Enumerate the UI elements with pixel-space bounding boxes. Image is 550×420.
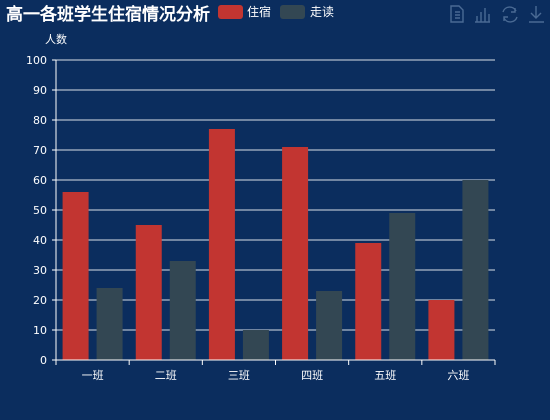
bar-走读-五班[interactable] [389, 213, 416, 360]
grid [56, 59, 495, 331]
legend-swatch-0 [218, 5, 243, 19]
bar-chart-icon[interactable] [475, 8, 490, 23]
legend: 住宿 走读 [218, 4, 334, 19]
bar-走读-一班[interactable] [96, 288, 123, 360]
bar-住宿-三班[interactable] [208, 129, 235, 360]
y-tick-label: 100 [26, 54, 47, 67]
bar-住宿-六班[interactable] [428, 300, 455, 360]
bars [62, 129, 489, 360]
y-axis-name: 人数 [45, 33, 67, 46]
legend-item-1[interactable]: 走读 [280, 5, 334, 19]
x-tick-label: 六班 [447, 369, 469, 382]
x-tick-label: 一班 [82, 369, 104, 382]
bar-走读-四班[interactable] [316, 291, 343, 360]
y-tick-label: 20 [33, 294, 47, 307]
y-tick-label: 60 [33, 174, 47, 187]
x-tick-label: 四班 [301, 369, 323, 382]
bar-走读-六班[interactable] [462, 180, 489, 360]
legend-swatch-1 [280, 5, 305, 19]
x-tick-label: 五班 [374, 369, 396, 382]
y-tick-label: 0 [40, 354, 47, 367]
y-axis-ticks: 0 10 20 30 40 50 60 70 80 90 100 [26, 54, 56, 367]
y-tick-label: 40 [33, 234, 47, 247]
download-icon[interactable] [529, 6, 544, 23]
bar-住宿-一班[interactable] [62, 192, 89, 360]
data-view-icon[interactable] [450, 5, 464, 23]
restore-icon[interactable] [502, 6, 518, 23]
x-tick-label: 二班 [155, 369, 177, 382]
y-tick-label: 10 [33, 324, 47, 337]
bar-走读-二班[interactable] [169, 261, 196, 360]
x-tick-label: 三班 [228, 369, 250, 382]
y-tick-label: 50 [33, 204, 47, 217]
bar-住宿-二班[interactable] [135, 225, 162, 360]
bar-走读-三班[interactable] [242, 330, 269, 360]
y-tick-label: 80 [33, 114, 47, 127]
toolbox [450, 5, 544, 23]
chart-title: 高一各班学生住宿情况分析 [6, 4, 210, 25]
y-tick-label: 90 [33, 84, 47, 97]
bar-住宿-四班[interactable] [282, 147, 309, 360]
bar-住宿-五班[interactable] [355, 243, 382, 360]
legend-item-0[interactable]: 住宿 [218, 4, 271, 19]
x-axis: 一班 二班 三班 四班 五班 六班 [55, 60, 496, 382]
legend-label-1: 走读 [310, 5, 334, 19]
y-tick-label: 70 [33, 144, 47, 157]
y-tick-label: 30 [33, 264, 47, 277]
legend-label-0: 住宿 [247, 4, 271, 19]
